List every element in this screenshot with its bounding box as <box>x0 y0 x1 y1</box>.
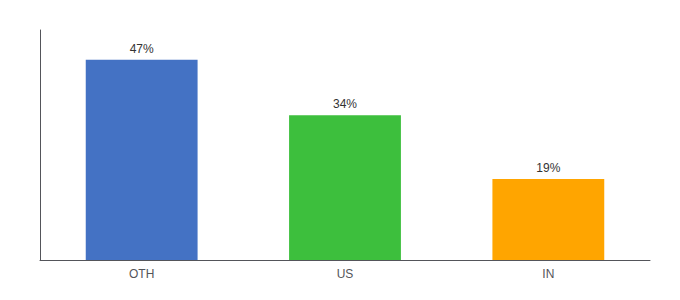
svg-text:US: US <box>337 267 354 281</box>
svg-text:34%: 34% <box>333 97 357 111</box>
svg-text:OTH: OTH <box>129 267 154 281</box>
svg-text:47%: 47% <box>130 42 154 56</box>
svg-text:19%: 19% <box>536 161 560 175</box>
svg-text:IN: IN <box>542 267 554 281</box>
